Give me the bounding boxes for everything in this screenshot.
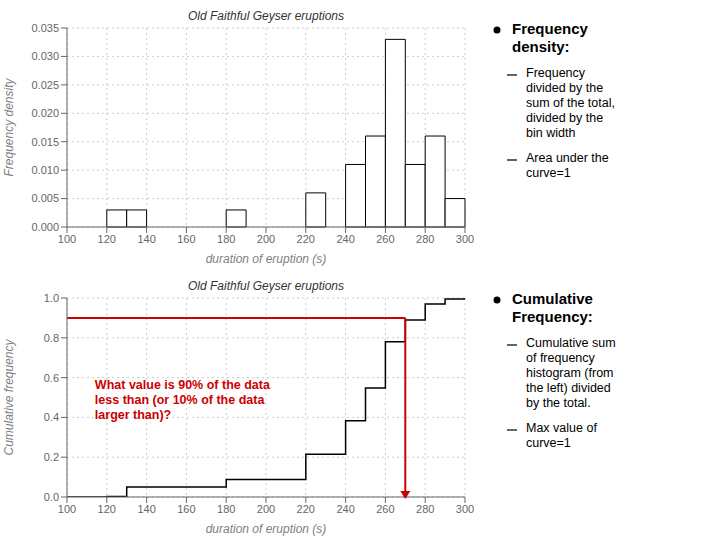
svg-text:0.0: 0.0 [44, 491, 59, 503]
svg-text:0.030: 0.030 [31, 50, 59, 62]
svg-text:0.010: 0.010 [31, 164, 59, 176]
svg-text:200: 200 [257, 233, 275, 245]
svg-text:120: 120 [98, 503, 116, 515]
svg-text:180: 180 [217, 233, 235, 245]
svg-text:280: 280 [416, 503, 434, 515]
svg-text:0.025: 0.025 [31, 79, 59, 91]
svg-text:160: 160 [177, 233, 195, 245]
svg-text:0.4: 0.4 [44, 411, 59, 423]
svg-text:0.2: 0.2 [44, 451, 59, 463]
svg-text:260: 260 [376, 503, 394, 515]
svg-text:300: 300 [456, 503, 474, 515]
svg-text:180: 180 [217, 503, 235, 515]
html-text:Frequency divided by the sum o: Frequency divided by the sum of the tota… [526, 66, 615, 140]
html-text:Old Faithful Geyser eruptions: Old Faithful Geyser eruptions [188, 279, 344, 293]
html-text:Cumulative Frequency:: Cumulative Frequency: [512, 290, 593, 325]
svg-text:280: 280 [416, 233, 434, 245]
svg-text:140: 140 [137, 503, 155, 515]
svg-text:140: 140 [137, 233, 155, 245]
svg-text:Cumulative frequency: Cumulative frequency [8, 338, 16, 455]
svg-text:160: 160 [177, 503, 195, 515]
svg-text:duration of eruption (s): duration of eruption (s) [206, 522, 327, 536]
svg-text:1.0: 1.0 [44, 292, 59, 304]
svg-text:0.035: 0.035 [31, 22, 59, 34]
svg-text:0.015: 0.015 [31, 136, 59, 148]
svg-text:200: 200 [257, 503, 275, 515]
svg-text:0.000: 0.000 [31, 221, 59, 233]
svg-text:100: 100 [58, 503, 76, 515]
svg-text:0.8: 0.8 [44, 332, 59, 344]
svg-text:260: 260 [376, 233, 394, 245]
html-text:Frequency density:: Frequency density: [512, 20, 588, 55]
svg-text:120: 120 [98, 233, 116, 245]
svg-text:Frequency density: Frequency density [8, 77, 16, 176]
svg-text:0.005: 0.005 [31, 192, 59, 204]
svg-text:240: 240 [336, 233, 354, 245]
html-text:Max value of curve=1: Max value of curve=1 [526, 421, 597, 450]
svg-text:220: 220 [297, 503, 315, 515]
svg-text:240: 240 [336, 503, 354, 515]
html-text:Area under the curve=1: Area under the curve=1 [526, 151, 609, 180]
svg-text:0.020: 0.020 [31, 107, 59, 119]
svg-text:220: 220 [297, 233, 315, 245]
svg-text:300: 300 [456, 233, 474, 245]
svg-text:duration of eruption (s): duration of eruption (s) [206, 252, 327, 266]
svg-text:0.6: 0.6 [44, 372, 59, 384]
svg-text:100: 100 [58, 233, 76, 245]
html-text:What value is 90% of the data: What value is 90% of the data less than … [94, 377, 270, 422]
html-text:Cumulative sum of frequency hi: Cumulative sum of frequency histogram (f… [526, 336, 616, 410]
html-text:Old Faithful Geyser eruptions: Old Faithful Geyser eruptions [188, 9, 344, 23]
